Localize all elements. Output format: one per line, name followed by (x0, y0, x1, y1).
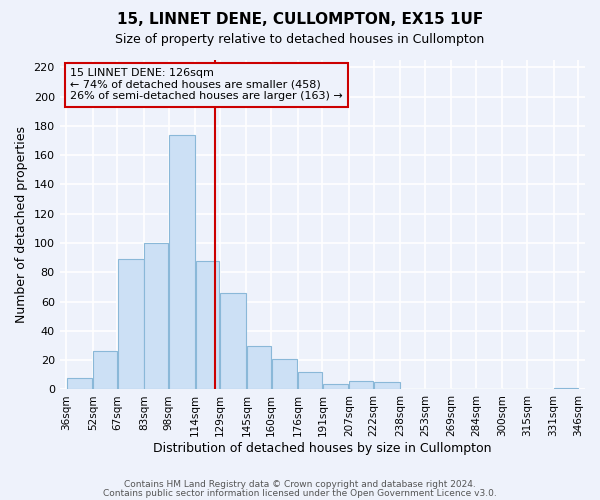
Bar (196, 260, 220, 390)
Bar (169, 134, 195, 390)
X-axis label: Distribution of detached houses by size in Cullompton: Distribution of detached houses by size … (153, 442, 491, 455)
Y-axis label: Number of detached properties: Number of detached properties (15, 126, 28, 323)
Bar (374, 382, 400, 390)
Text: Contains public sector information licensed under the Open Government Licence v3: Contains public sector information licen… (103, 488, 497, 498)
Bar (247, 346, 271, 390)
Bar (145, 243, 168, 390)
Text: Contains HM Land Registry data © Crown copyright and database right 2024.: Contains HM Land Registry data © Crown c… (124, 480, 476, 489)
Bar (349, 380, 373, 390)
Text: 15, LINNET DENE, CULLOMPTON, EX15 1UF: 15, LINNET DENE, CULLOMPTON, EX15 1UF (117, 12, 483, 28)
Bar (298, 372, 322, 390)
Bar (67, 378, 92, 390)
Bar (118, 259, 143, 390)
Text: 15 LINNET DENE: 126sqm
← 74% of detached houses are smaller (458)
26% of semi-de: 15 LINNET DENE: 126sqm ← 74% of detached… (70, 68, 343, 102)
Bar (93, 352, 117, 390)
Bar (554, 388, 578, 390)
Bar (323, 384, 349, 390)
Bar (272, 358, 297, 390)
Bar (220, 293, 246, 390)
Text: Size of property relative to detached houses in Cullompton: Size of property relative to detached ho… (115, 32, 485, 46)
